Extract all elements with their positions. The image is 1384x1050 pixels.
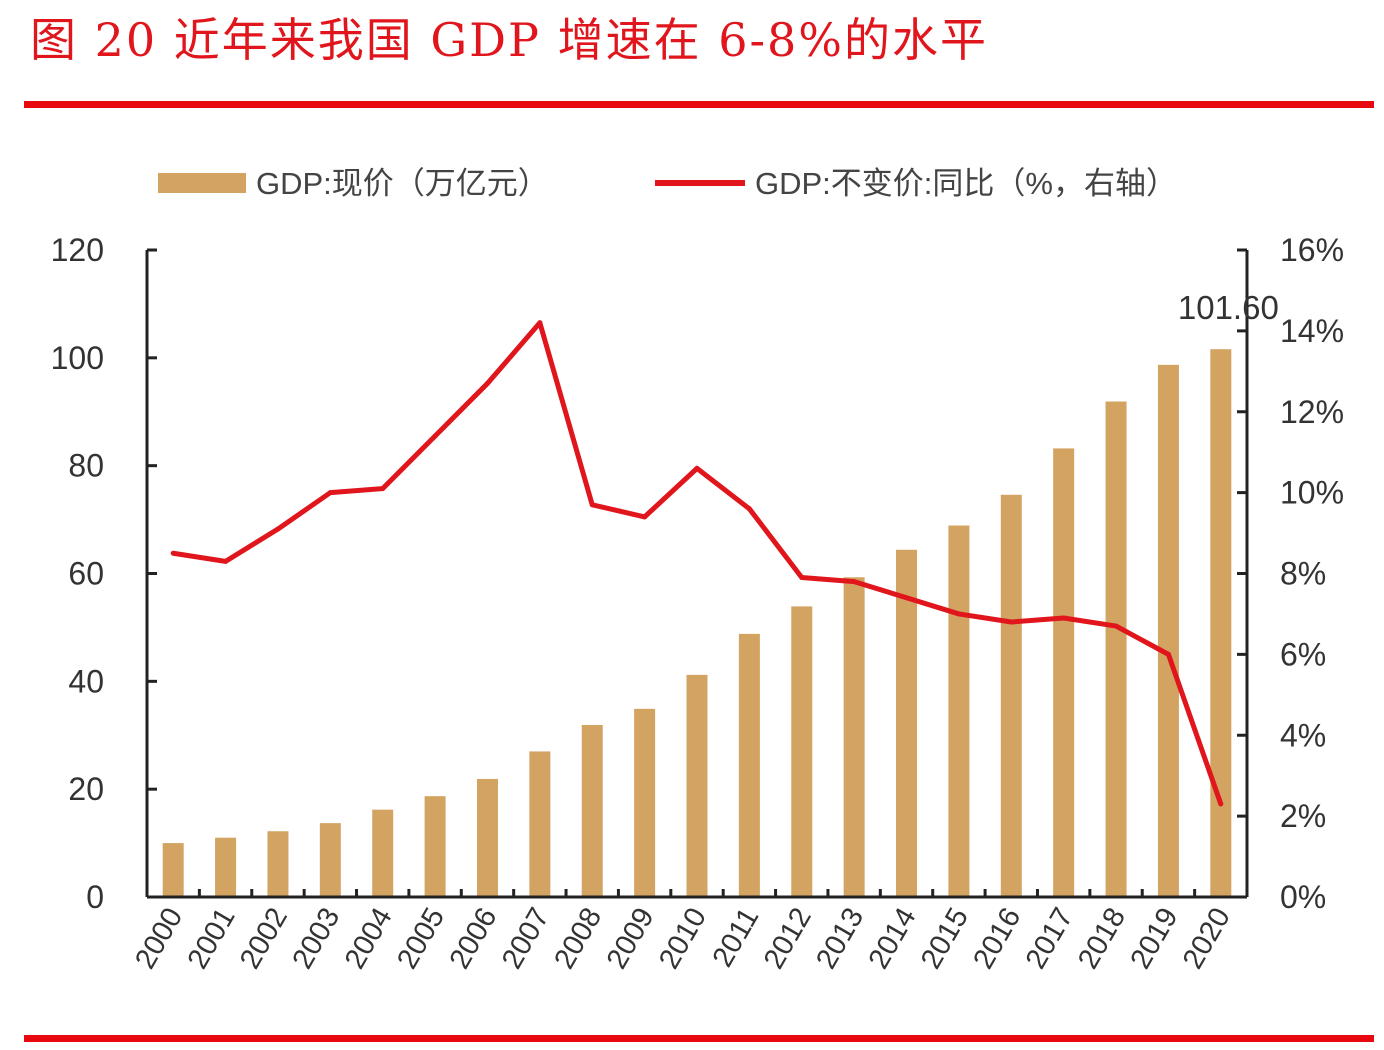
growth-point-2000 [170,550,176,556]
right-tick-label: 0% [1280,879,1326,915]
growth-point-2011 [746,506,752,512]
x-tick-label: 2010 [653,903,713,975]
left-tick-label: 120 [51,232,104,268]
left-tick-label: 0 [86,879,104,915]
x-tick-label: 2014 [863,903,923,975]
x-tick-label: 2007 [496,903,556,975]
bar-2013 [843,577,865,897]
bar-2010 [686,674,708,897]
bar-2011 [738,633,760,897]
growth-point-2004 [380,486,386,492]
bar-2006 [476,778,498,897]
growth-point-2009 [642,514,648,520]
bar-2014 [896,549,918,897]
bar-2007 [529,751,551,897]
left-tick-label: 40 [68,663,104,699]
bar-2016 [1000,494,1022,897]
x-tick-label: 2006 [444,903,504,975]
growth-point-2012 [799,575,805,581]
x-tick-label: 2012 [758,903,818,975]
legend-line-label: GDP:不变价:同比（%，右轴） [755,166,1177,201]
growth-point-2016 [1008,619,1014,625]
bottom-rule [24,1035,1374,1042]
left-tick-label: 80 [68,448,104,484]
x-tick-label: 2009 [601,903,661,975]
bar-2012 [791,606,813,897]
x-tick-label: 2004 [339,903,399,975]
bar-2009 [634,708,656,897]
x-tick-label: 2002 [234,903,294,975]
bar-2008 [581,725,603,897]
x-tick-label: 2017 [1020,903,1080,975]
bar-2004 [372,809,394,897]
growth-point-2005 [432,433,438,439]
growth-point-2002 [275,526,281,532]
legend-bar-label: GDP:现价（万亿元） [256,166,549,201]
bar-2019 [1157,364,1179,897]
bar-2003 [319,823,341,897]
growth-point-2020 [1218,801,1224,807]
left-tick-label: 100 [51,340,104,376]
x-tick-label: 2015 [915,903,975,975]
growth-point-2008 [589,502,595,508]
x-tick-label: 2018 [1072,903,1132,975]
bar-2001 [215,837,237,897]
growth-point-2014 [904,595,910,601]
bar-2017 [1053,448,1075,897]
bar-2005 [424,796,446,897]
growth-point-2015 [956,611,962,617]
x-tick-label: 2005 [391,903,451,975]
growth-point-2001 [223,558,229,564]
right-tick-label: 2% [1280,798,1326,834]
growth-point-2013 [851,579,857,585]
legend-bar-swatch [158,173,246,193]
growth-point-2019 [1165,651,1171,657]
x-tick-label: 2011 [707,903,766,973]
left-tick-label: 60 [68,556,104,592]
top-rule [24,101,1374,108]
x-tick-label: 2000 [129,903,189,975]
right-tick-label: 16% [1280,232,1344,268]
bar-2020 [1210,349,1232,897]
right-tick-label: 8% [1280,556,1326,592]
bar-2000 [162,843,184,897]
left-tick-label: 20 [68,771,104,807]
growth-point-2006 [484,380,490,386]
right-tick-label: 6% [1280,636,1326,672]
bar-2018 [1105,401,1127,897]
x-tick-label: 2013 [810,903,870,975]
right-tick-label: 10% [1280,475,1344,511]
right-tick-label: 4% [1280,717,1326,753]
growth-point-2018 [1113,623,1119,629]
right-tick-label: 12% [1280,394,1344,430]
growth-point-2017 [1061,615,1067,621]
right-tick-label: 14% [1280,313,1344,349]
bar-2002 [267,831,289,897]
x-tick-label: 2016 [967,902,1027,974]
growth-point-2003 [327,490,333,496]
growth-point-2010 [694,465,700,471]
data-label-2020: 101.60 [1178,289,1279,326]
legend: GDP:现价（万亿元） GDP:不变价:同比（%，右轴） [158,166,1177,201]
x-tick-label: 2003 [286,903,346,975]
x-tick-label: 2019 [1125,903,1185,975]
bar-2015 [948,525,970,897]
x-tick-label: 2001 [182,903,242,975]
figure-title: 图 20 近年来我国 GDP 增速在 6-8%的水平 [30,13,989,67]
x-tick-label: 2008 [548,903,608,975]
growth-point-2007 [537,320,543,326]
x-tick-label: 2020 [1177,903,1237,975]
